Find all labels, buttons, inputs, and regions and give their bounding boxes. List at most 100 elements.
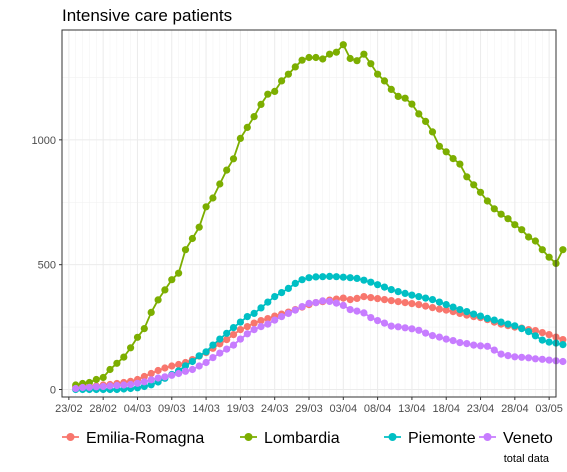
legend: Emilia-Romagna Lombardia Piemonte Veneto [62, 430, 553, 447]
data-point [161, 373, 169, 381]
data-point [374, 281, 382, 289]
data-point [305, 53, 313, 62]
data-point [106, 365, 114, 374]
data-point [332, 273, 340, 281]
data-point [223, 345, 231, 353]
data-point [463, 173, 471, 181]
data-point [271, 87, 279, 95]
data-point [360, 50, 368, 58]
data-point [545, 331, 553, 339]
data-point [518, 325, 526, 333]
data-point [518, 226, 526, 234]
data-point [559, 246, 567, 254]
data-point [339, 41, 347, 49]
data-point [264, 315, 272, 323]
data-point [497, 350, 505, 358]
data-point [305, 299, 313, 307]
data-point [401, 299, 409, 307]
legend-item: Emilia-Romagna [62, 430, 204, 447]
data-point [415, 301, 423, 309]
data-point [490, 205, 498, 213]
data-point [511, 322, 519, 330]
x-tick-label: 23/02 [55, 403, 83, 415]
data-point [483, 342, 491, 350]
data-point [380, 77, 389, 85]
x-tick-label: 29/03 [295, 403, 323, 415]
data-point [525, 354, 533, 362]
data-point [229, 324, 238, 332]
data-point [195, 362, 203, 370]
data-point [229, 341, 238, 349]
data-point [442, 335, 450, 343]
data-point [408, 325, 416, 333]
data-point [195, 223, 203, 231]
data-point [435, 305, 443, 313]
legend-label: Lombardia [264, 430, 340, 447]
data-point [202, 358, 210, 367]
legend-key-point [388, 433, 397, 441]
data-point [298, 303, 306, 311]
data-point [428, 304, 437, 312]
data-point [216, 180, 224, 188]
data-point [209, 341, 217, 349]
data-point [188, 365, 196, 374]
data-point [545, 338, 553, 346]
data-point [257, 100, 265, 108]
data-point [168, 371, 176, 379]
data-point [422, 302, 430, 310]
data-point [422, 329, 430, 337]
data-point [346, 54, 354, 63]
y-tick-label: 1000 [32, 135, 56, 147]
data-point [223, 329, 231, 337]
x-tick-label: 28/04 [501, 403, 529, 415]
data-point [346, 306, 354, 314]
data-point [257, 304, 265, 312]
x-tick-label: 24/03 [261, 403, 289, 415]
data-point [339, 294, 347, 302]
data-point [106, 382, 114, 390]
data-point [463, 340, 471, 348]
data-point [120, 381, 128, 389]
data-point [415, 110, 423, 118]
data-point [483, 197, 491, 205]
data-point [250, 319, 258, 327]
data-point [209, 354, 217, 362]
data-point [449, 155, 457, 163]
data-point [72, 384, 80, 393]
data-point [319, 297, 327, 305]
data-point [154, 366, 162, 375]
y-tick-label: 0 [50, 385, 56, 397]
data-point [353, 307, 361, 315]
data-point [236, 335, 244, 343]
data-point [312, 273, 320, 281]
data-point [394, 298, 402, 306]
data-point [99, 373, 107, 382]
data-point [99, 382, 107, 391]
data-point [538, 246, 546, 254]
data-point [401, 324, 409, 332]
data-point [422, 294, 430, 302]
data-point [271, 316, 279, 324]
data-point [367, 314, 375, 322]
data-point [147, 381, 155, 389]
data-point [353, 57, 361, 65]
data-point [181, 362, 190, 370]
data-point [346, 296, 354, 304]
data-point [154, 374, 162, 382]
data-point [476, 312, 485, 320]
data-point [538, 329, 546, 337]
data-point [367, 60, 375, 68]
data-point [133, 333, 142, 341]
y-tick-label: 500 [38, 260, 56, 272]
data-point [278, 289, 286, 297]
data-point [538, 336, 546, 344]
data-point [394, 92, 402, 100]
data-point [531, 327, 540, 335]
data-point [305, 274, 313, 282]
data-point [264, 90, 272, 98]
data-point [326, 50, 334, 58]
data-point [236, 318, 244, 326]
x-tick-label: 04/03 [124, 403, 152, 415]
data-point [428, 296, 437, 304]
